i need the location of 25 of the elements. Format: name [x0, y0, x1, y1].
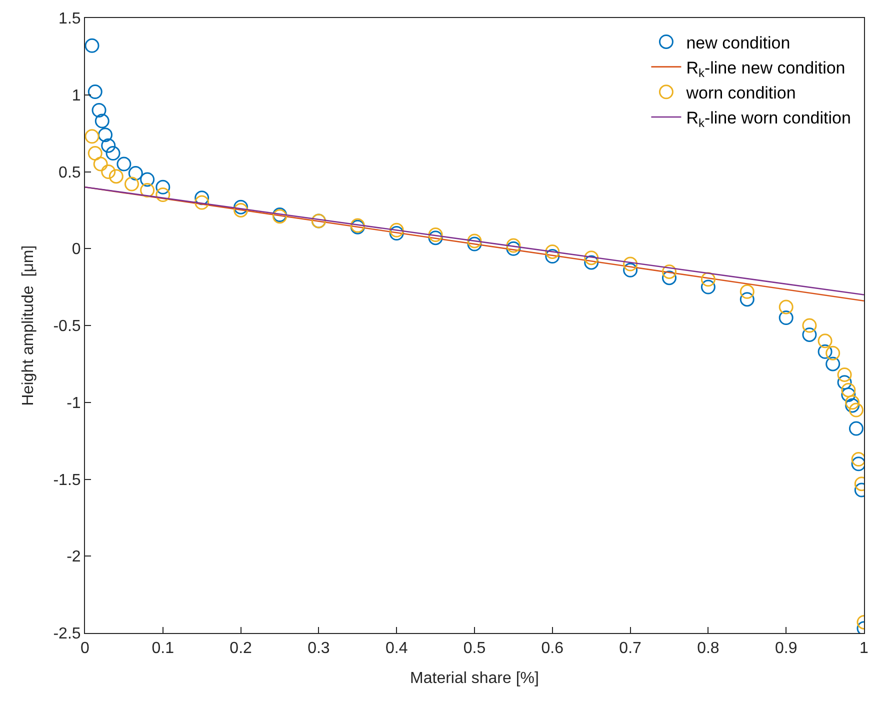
- x-tick-label: 1: [860, 640, 869, 658]
- y-tick-label: 0: [72, 241, 81, 258]
- x-tick-label: 0.7: [619, 640, 642, 658]
- x-tick-label: 0.9: [774, 640, 798, 658]
- y-tick-label: 0.5: [58, 164, 81, 182]
- y-tick-label: 1: [72, 87, 81, 104]
- y-tick-label: -0.5: [53, 318, 81, 336]
- x-tick-label: 0.2: [230, 640, 252, 658]
- y-tick-label: -2: [66, 548, 81, 566]
- y-tick-label: -1: [66, 394, 81, 412]
- legend-label: worn condition: [685, 84, 796, 103]
- legend-label: R$_{k}$-line new condition: [686, 58, 846, 80]
- x-axis-title: Material share [%]: [410, 670, 539, 687]
- legend-label: R$_{k}$-line worn condition: [686, 108, 851, 130]
- x-tick-label: 0.1: [152, 640, 174, 658]
- x-tick-label: 0.5: [463, 640, 486, 658]
- x-tick-label: 0.6: [541, 640, 564, 658]
- y-axis-title: Height amplitude [μm]: [20, 245, 38, 406]
- y-tick-label: -2.5: [53, 626, 81, 643]
- y-tick-label: 1.5: [58, 10, 81, 28]
- legend-label: new condition: [686, 33, 790, 52]
- x-tick-label: 0.4: [385, 640, 408, 658]
- y-tick-label: -1.5: [53, 472, 81, 489]
- x-tick-label: 0.8: [697, 640, 720, 658]
- x-tick-label: 0.3: [308, 640, 330, 658]
